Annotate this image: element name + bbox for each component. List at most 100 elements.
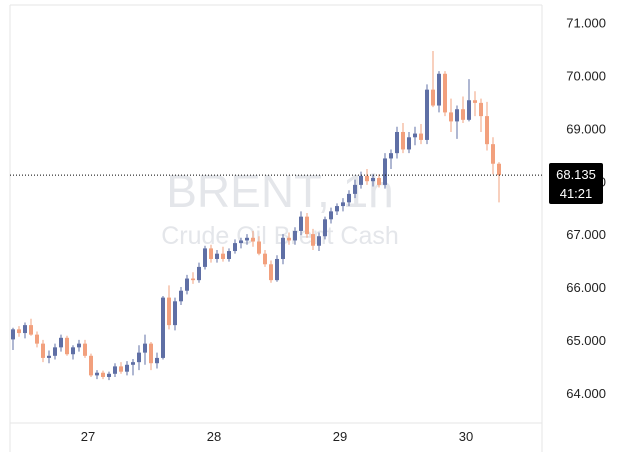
price-tick-label: 69.000 bbox=[566, 121, 606, 136]
candle-body bbox=[215, 253, 219, 259]
candle-body bbox=[191, 278, 195, 281]
candle-body bbox=[431, 89, 435, 106]
candle-body bbox=[77, 343, 81, 348]
candle-body bbox=[281, 237, 285, 259]
candle-body bbox=[131, 362, 135, 365]
candle-body bbox=[11, 329, 15, 340]
candle bbox=[317, 232, 321, 252]
candle-body bbox=[233, 243, 237, 252]
candle bbox=[401, 122, 405, 154]
candle bbox=[89, 353, 93, 377]
candle bbox=[65, 335, 69, 356]
candle-body bbox=[335, 206, 339, 212]
candle-body bbox=[371, 178, 375, 182]
candle bbox=[479, 98, 483, 132]
candle-body bbox=[71, 347, 75, 355]
candle bbox=[185, 274, 189, 295]
candle bbox=[419, 124, 423, 145]
candle bbox=[269, 260, 273, 283]
candle bbox=[287, 232, 291, 245]
candle-body bbox=[473, 100, 477, 103]
candle bbox=[359, 171, 363, 189]
candle bbox=[95, 370, 99, 380]
candle-body bbox=[467, 100, 471, 120]
symbol-watermark: BRENT, 1h Crude Oil Brent Cash bbox=[161, 165, 399, 250]
candle-body bbox=[179, 290, 183, 302]
price-tick-label: 66.000 bbox=[566, 280, 606, 295]
candle bbox=[245, 234, 249, 245]
candle bbox=[335, 203, 339, 216]
candle-body bbox=[395, 131, 399, 154]
candle bbox=[149, 342, 153, 371]
candle-body bbox=[455, 109, 459, 122]
candle-body bbox=[419, 133, 423, 140]
candle bbox=[101, 370, 105, 380]
price-tick-label: 71.000 bbox=[566, 16, 606, 31]
candle-body bbox=[167, 297, 171, 326]
candle bbox=[275, 255, 279, 282]
candle bbox=[161, 296, 165, 360]
candle-body bbox=[23, 325, 27, 334]
time-axis[interactable]: 27 28 29 30 bbox=[81, 429, 473, 444]
time-tick-label: 28 bbox=[207, 429, 221, 444]
candle bbox=[11, 327, 15, 350]
candle bbox=[215, 249, 219, 263]
candle-body bbox=[365, 175, 369, 182]
candle bbox=[125, 361, 129, 376]
price-tick-label: 67.000 bbox=[566, 227, 606, 242]
candle-body bbox=[53, 347, 57, 356]
candle bbox=[137, 345, 141, 371]
candle bbox=[239, 237, 243, 249]
watermark-description: Crude Oil Brent Cash bbox=[161, 222, 399, 250]
candle-body bbox=[263, 253, 267, 265]
candle-body bbox=[227, 251, 231, 259]
candle bbox=[323, 216, 327, 240]
candle-body bbox=[479, 102, 483, 117]
candle bbox=[305, 212, 309, 238]
candle bbox=[497, 162, 501, 203]
candle bbox=[473, 91, 477, 117]
price-tick-label: 64.000 bbox=[566, 386, 606, 401]
candle-body bbox=[269, 264, 273, 281]
candle bbox=[35, 331, 39, 348]
candle bbox=[143, 334, 147, 365]
candle bbox=[281, 234, 285, 265]
candle bbox=[107, 371, 111, 381]
candle-body bbox=[155, 357, 159, 364]
candle bbox=[23, 322, 27, 339]
time-tick-label: 29 bbox=[333, 429, 347, 444]
candle bbox=[227, 248, 231, 262]
price-axis[interactable]: 64.00065.00066.00067.00068.00069.00070.0… bbox=[566, 16, 606, 401]
candle bbox=[71, 345, 75, 360]
candle-body bbox=[317, 236, 321, 246]
candle-body bbox=[407, 137, 411, 150]
candle bbox=[485, 101, 489, 151]
candle-body bbox=[125, 364, 129, 372]
candle-body bbox=[221, 253, 225, 259]
candle-body bbox=[161, 297, 165, 358]
candle bbox=[461, 96, 465, 123]
candle bbox=[113, 363, 117, 377]
candle-body bbox=[401, 131, 405, 150]
candle bbox=[41, 339, 45, 363]
candle bbox=[353, 179, 357, 199]
candle-body bbox=[239, 240, 243, 244]
candle bbox=[449, 98, 453, 132]
candle-body bbox=[491, 144, 495, 164]
candle bbox=[167, 285, 171, 330]
candles-layer bbox=[11, 51, 501, 381]
candle bbox=[263, 249, 267, 267]
time-tick-label: 27 bbox=[81, 429, 95, 444]
candle bbox=[233, 239, 237, 254]
candle bbox=[191, 272, 195, 284]
time-tick-label: 30 bbox=[459, 429, 473, 444]
candle bbox=[395, 126, 399, 159]
candle bbox=[365, 169, 369, 185]
candle bbox=[53, 343, 57, 360]
candle bbox=[257, 236, 261, 256]
candle-body bbox=[95, 372, 99, 376]
candle bbox=[311, 228, 315, 250]
candle-body bbox=[65, 337, 69, 355]
